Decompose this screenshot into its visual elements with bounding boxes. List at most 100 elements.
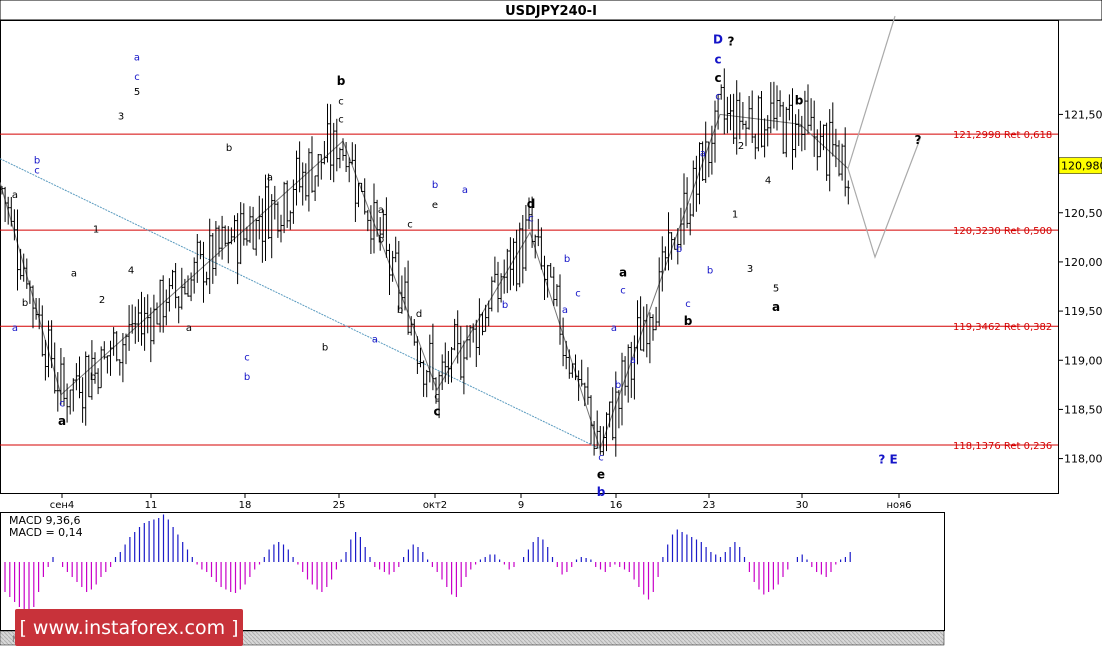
candle [363,178,367,215]
candle [636,300,639,365]
candle [347,157,351,183]
candle [375,199,379,237]
candle [608,401,612,428]
candle [260,198,264,263]
candle [152,294,156,345]
channel-line [0,158,601,450]
fib-label: 119,3462 Ret 0,382 [953,322,1052,333]
wave-label: b [337,74,346,88]
candle [713,100,717,163]
candle [840,143,844,181]
wave-label: 4 [128,266,134,277]
candle [846,180,850,205]
candle [524,205,528,271]
candle [738,92,742,140]
wave-label: d [416,309,422,320]
candle [815,129,819,171]
candle [626,344,630,403]
candle [583,382,587,407]
candle [276,201,280,238]
x-tick-label: 18 [239,500,252,511]
wave-label: 1 [93,224,99,235]
candle [518,222,522,288]
wave-label: a [462,185,468,196]
candle [251,206,255,250]
candle [434,377,438,404]
candle [167,278,171,312]
wave-label: a [71,269,77,280]
x-tick-label: ноя6 [886,500,911,511]
candle [56,372,60,412]
candle [341,138,345,161]
candle [180,267,184,310]
candle [90,340,94,400]
candle [632,335,636,400]
candle [704,121,708,183]
candle [419,347,422,368]
wave-label: c [528,214,534,225]
candle [462,340,466,395]
candle [186,275,190,297]
candle [12,209,16,241]
candle [282,181,286,234]
candle [707,141,711,178]
candle [177,296,181,324]
wave-label: a [186,323,192,334]
candle [273,185,277,220]
wave-label: ? E [878,453,897,467]
candle [118,359,122,376]
candle [521,215,525,284]
candle [654,306,658,331]
wave-label: c [244,352,250,363]
candle [688,203,692,236]
y-tick-label: 118,500 [1064,403,1102,416]
candle [360,182,364,192]
macd-label: MACD 9,36,6 [9,514,80,527]
candle [471,323,475,343]
wave-label: b [244,372,250,383]
candle [223,225,227,247]
fib-label: 120,3230 Ret 0,500 [953,226,1052,237]
candle [133,306,137,344]
candle [456,310,460,364]
candle [443,342,447,383]
candle [422,360,426,397]
price-panel: USDJPY240-I121,500121,000120,500120,0001… [0,0,1102,511]
candle [164,289,168,326]
y-tick-label: 120,000 [1064,256,1102,269]
candle [794,114,798,158]
candle [384,197,388,258]
wave-label: b [615,380,621,391]
candle [564,340,568,370]
candle [105,355,109,374]
candle [611,387,615,441]
candle [62,357,66,407]
candle [787,94,791,121]
candle [71,378,75,412]
candle [629,341,633,398]
wave-label: 4 [765,175,771,186]
candle [487,300,491,327]
x-tick-label: сен4 [50,500,75,511]
chart-title: USDJPY240-I [505,4,597,19]
candle [195,234,199,283]
candle [642,306,646,352]
candle [580,359,584,387]
candle [474,319,478,367]
candle [570,363,574,378]
candle [465,325,469,361]
watermark-logo: [ www.instaforex.com ] [15,609,243,646]
candle [453,318,457,351]
wave-label: a [611,323,617,334]
wave-label: a [134,52,140,63]
candle [25,258,29,289]
wave-label: b [564,254,570,265]
candle [267,173,271,239]
candle [555,284,559,307]
candle [493,256,497,283]
candle [505,248,509,294]
candle [477,298,481,356]
candle [546,264,550,298]
